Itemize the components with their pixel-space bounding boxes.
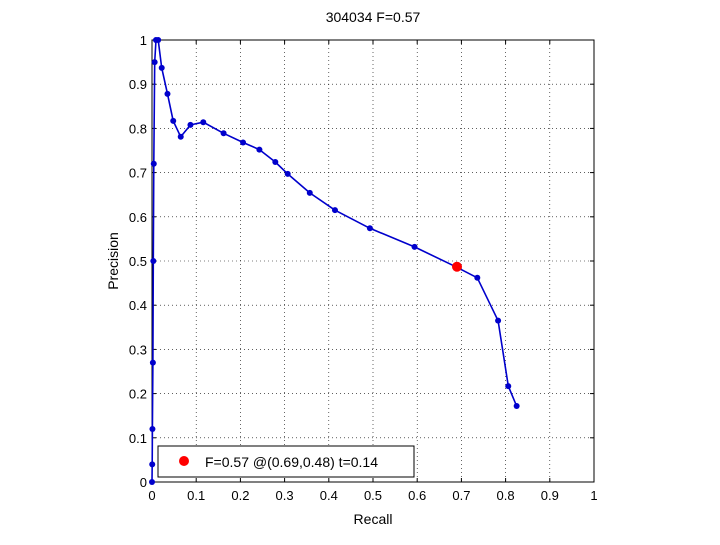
x-tick-label: 0.1 — [187, 488, 205, 503]
y-tick-label: 0 — [140, 475, 147, 490]
data-point — [187, 121, 194, 128]
data-point — [177, 133, 184, 140]
legend: F=0.57 @(0.69,0.48) t=0.14 — [157, 445, 415, 478]
data-point — [151, 59, 158, 66]
series-line — [151, 39, 518, 483]
x-tick-label: 0.8 — [497, 488, 515, 503]
y-tick-label: 0.3 — [129, 342, 147, 357]
data-point — [256, 146, 263, 153]
x-tick-labels: 0 0.1 0.2 0.3 0.4 0.5 0.6 0.7 0.8 0.9 1 — [148, 488, 597, 503]
data-point — [152, 37, 159, 43]
x-tick-label: 0.6 — [408, 488, 426, 503]
legend-box — [157, 445, 415, 478]
x-tick-label: 0.5 — [364, 488, 382, 503]
data-point — [366, 225, 373, 232]
chart-title: 304034 F=0.57 — [326, 9, 421, 25]
highlight-layer — [451, 261, 462, 272]
series-layer — [149, 37, 520, 485]
y-tick-label: 0.5 — [129, 254, 147, 269]
y-tick-label: 0.6 — [129, 210, 147, 225]
best-f-point — [451, 261, 462, 272]
x-tick-label: 0.3 — [276, 488, 294, 503]
y-tick-labels: 0 0.1 0.2 0.3 0.4 0.5 0.6 0.7 0.8 0.9 1 — [129, 33, 147, 490]
y-tick-label: 0.8 — [129, 121, 147, 136]
y-tick-label: 1 — [140, 33, 147, 48]
x-tick-label: 1 — [590, 488, 597, 503]
data-point — [331, 207, 338, 214]
data-point — [164, 90, 171, 97]
data-point — [505, 383, 512, 390]
x-tick-label: 0 — [148, 488, 155, 503]
y-tick-label: 0.1 — [129, 431, 147, 446]
data-point — [411, 243, 418, 250]
x-tick-label: 0.2 — [231, 488, 249, 503]
y-tick-label: 0.4 — [129, 298, 147, 313]
data-point — [495, 317, 502, 324]
data-point — [272, 158, 279, 165]
data-point — [306, 189, 313, 196]
data-point — [513, 402, 520, 409]
grid — [152, 40, 594, 482]
data-point — [240, 139, 247, 146]
y-tick-label: 0.7 — [129, 166, 147, 181]
data-point — [158, 64, 165, 71]
y-tick-label: 0.2 — [129, 387, 147, 402]
data-point — [284, 170, 291, 177]
data-point — [474, 274, 481, 281]
x-axis-label: Recall — [354, 511, 393, 527]
data-point — [149, 479, 155, 485]
legend-text: F=0.57 @(0.69,0.48) t=0.14 — [205, 454, 378, 470]
y-tick-label: 0.9 — [129, 77, 147, 92]
data-point — [170, 117, 177, 124]
data-point — [149, 359, 156, 366]
data-point — [220, 130, 227, 137]
data-point — [150, 160, 157, 167]
legend-marker — [179, 456, 189, 466]
data-point — [200, 119, 207, 126]
x-tick-label: 0.9 — [541, 488, 559, 503]
data-point — [150, 258, 157, 264]
x-tick-label: 0.4 — [320, 488, 338, 503]
data-point — [149, 425, 156, 432]
x-tick-label: 0.7 — [452, 488, 470, 503]
y-axis-label: Precision — [105, 232, 121, 290]
data-point — [149, 461, 156, 468]
